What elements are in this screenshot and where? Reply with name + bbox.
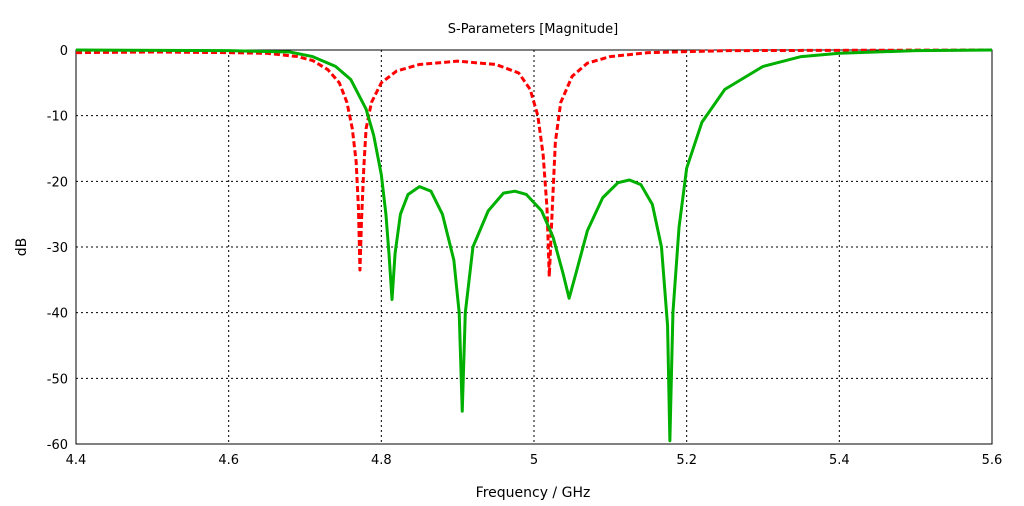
y-axis-label: dB: [14, 238, 30, 257]
x-tick-label: 4.8: [371, 453, 392, 468]
x-tick-label: 5.4: [829, 453, 850, 468]
y-tick-label: -10: [47, 110, 68, 125]
y-tick-label: -30: [47, 241, 68, 256]
grid: [76, 50, 992, 444]
series-line-2: [75, 48, 993, 443]
y-tick-label: -60: [47, 438, 68, 453]
y-tick-label: 0: [60, 44, 68, 59]
y-tick-label: -50: [47, 372, 68, 387]
y-tick-labels: 0 -10 -20 -30 -40 -50 -60: [47, 44, 68, 453]
x-axis-label: Frequency / GHz: [476, 485, 591, 501]
x-tick-label: 5.2: [676, 453, 697, 468]
x-tick-label: 4.6: [218, 453, 239, 468]
chart-title: S-Parameters [Magnitude]: [448, 22, 619, 37]
x-tick-label: 4.4: [66, 453, 87, 468]
x-tick-labels: 4.4 4.6 4.8 5 5.2 5.4 5.6: [66, 453, 1003, 468]
y-tick-label: -40: [47, 307, 68, 322]
x-tick-label: 5.6: [982, 453, 1003, 468]
plot-frame: [75, 49, 993, 445]
x-tick-label: 5: [530, 453, 538, 468]
series-line-1: [75, 48, 993, 279]
y-tick-label: -20: [47, 175, 68, 190]
series-group: [75, 48, 993, 443]
